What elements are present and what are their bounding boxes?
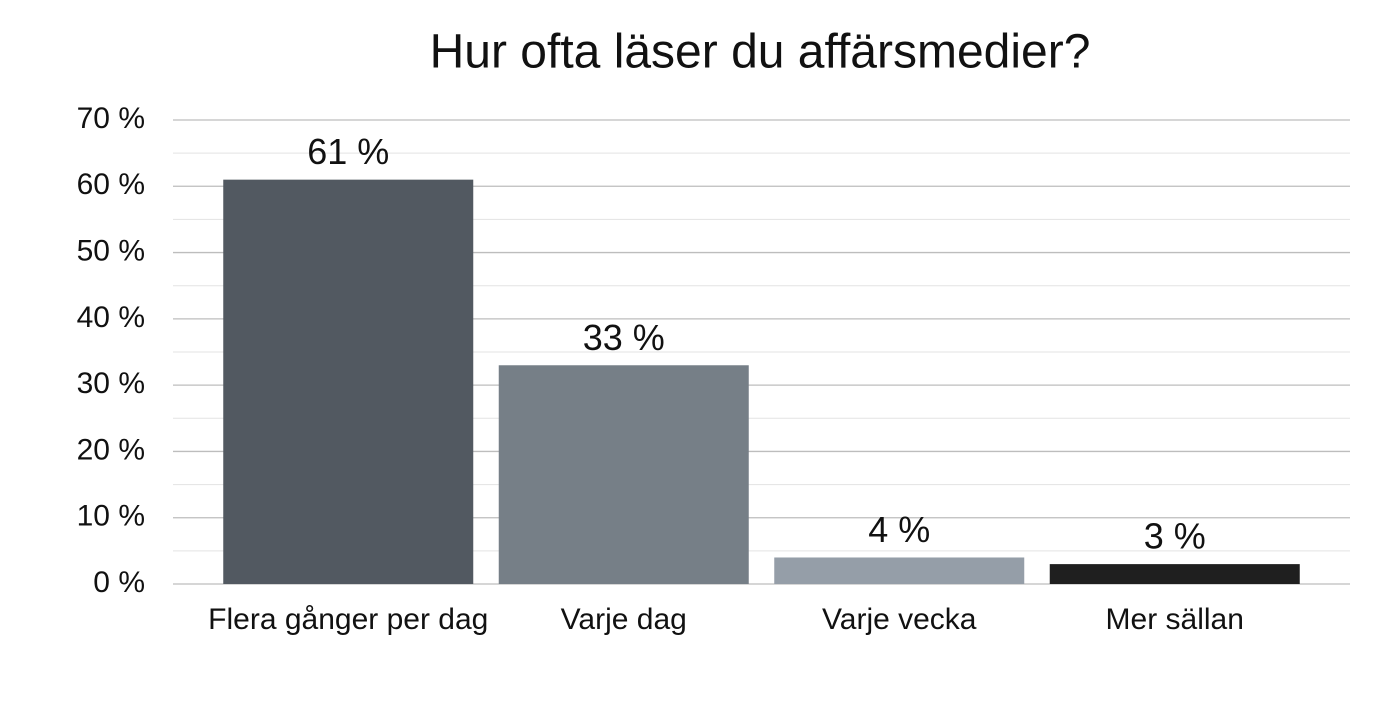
chart-title: Hur ofta läser du affärsmedier? (430, 26, 1091, 79)
y-tick-label: 20 % (77, 433, 145, 466)
value-label: 61 % (307, 131, 389, 172)
x-tick-label: Varje vecka (822, 603, 977, 636)
y-tick-label: 30 % (77, 367, 145, 400)
y-tick-label: 0 % (93, 566, 145, 599)
bar (1049, 564, 1300, 584)
value-label: 33 % (583, 317, 665, 358)
y-tick-label: 50 % (77, 234, 145, 267)
x-tick-label: Mer sällan (1106, 603, 1244, 636)
x-tick-label: Varje dag (561, 603, 687, 636)
y-tick-label: 40 % (77, 301, 145, 334)
y-tick-label: 10 % (77, 500, 145, 533)
y-tick-label: 70 % (77, 102, 145, 135)
value-label: 3 % (1144, 516, 1206, 557)
value-label: 4 % (868, 509, 930, 550)
bar (223, 179, 474, 584)
y-tick-label: 60 % (77, 168, 145, 201)
x-tick-label: Flera gånger per dag (208, 603, 488, 636)
bar (498, 365, 749, 584)
bar (774, 557, 1025, 584)
